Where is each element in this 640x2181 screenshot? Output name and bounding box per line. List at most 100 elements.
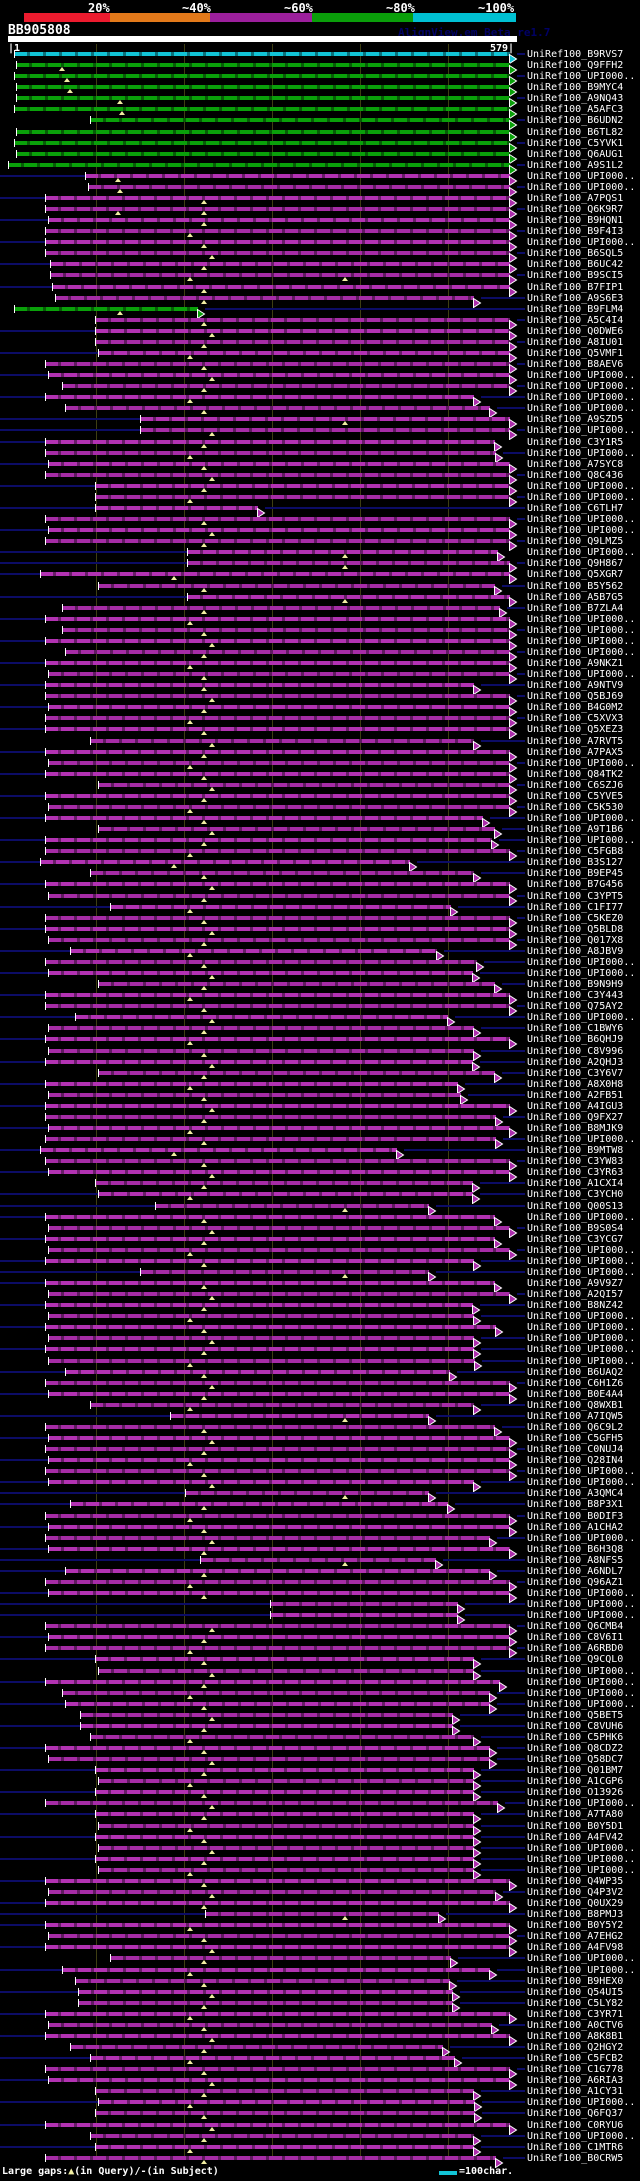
hit-label[interactable]: UniRef100_UPI000..: [527, 480, 636, 492]
alignment-bar[interactable]: [90, 1402, 474, 1407]
alignment-bar[interactable]: [140, 417, 510, 422]
alignment-bar[interactable]: [45, 959, 477, 964]
hit-label[interactable]: UniRef100_B8AEV6: [527, 359, 624, 370]
hit-label[interactable]: UniRef100_UPI000..: [527, 1211, 636, 1223]
hit-label[interactable]: UniRef100_UPI000..: [527, 1610, 636, 1622]
hit-label[interactable]: UniRef100_UPI000..: [527, 1698, 636, 1710]
hit-label[interactable]: UniRef100_UPI000..: [527, 956, 636, 968]
hit-label[interactable]: UniRef100_Q01BM7: [527, 1765, 624, 1777]
alignment-bar[interactable]: [45, 395, 474, 400]
alignment-bar[interactable]: [95, 1181, 473, 1186]
hit-label[interactable]: UniRef100_A5AFC3: [527, 104, 624, 116]
alignment-bar[interactable]: [45, 1137, 496, 1142]
hit-label[interactable]: UniRef100_A7TA80: [527, 1809, 624, 1821]
hit-label[interactable]: UniRef100_B6UC42: [527, 259, 624, 271]
alignment-bar[interactable]: [45, 240, 510, 245]
alignment-bar[interactable]: [95, 1856, 474, 1861]
alignment-bar[interactable]: [45, 1081, 458, 1086]
alignment-bar[interactable]: [45, 638, 510, 643]
hit-label[interactable]: UniRef100_B9SCI5: [527, 270, 624, 282]
hit-label[interactable]: UniRef100_C3YR63: [527, 1167, 624, 1179]
hit-label[interactable]: UniRef100_Q5BLD8: [527, 923, 624, 935]
alignment-bar[interactable]: [48, 1314, 474, 1319]
alignment-bar[interactable]: [98, 583, 495, 588]
hit-label[interactable]: UniRef100_A9T1B6: [527, 824, 624, 835]
alignment-bar[interactable]: [45, 362, 510, 366]
alignment-bar[interactable]: [48, 1336, 474, 1341]
alignment-bar[interactable]: [45, 1624, 510, 1629]
hit-label[interactable]: UniRef100_C6SZJ6: [527, 779, 624, 791]
alignment-bar[interactable]: [48, 1546, 510, 1551]
hit-label[interactable]: UniRef100_C8V996: [527, 1045, 624, 1057]
alignment-bar[interactable]: [70, 1502, 448, 1507]
alignment-bar[interactable]: [45, 661, 510, 665]
hit-label[interactable]: UniRef100_UPI000..: [527, 181, 636, 193]
hit-label[interactable]: UniRef100_UPI000..: [527, 1244, 636, 1256]
hit-label[interactable]: UniRef100_B9MYC4: [527, 82, 624, 94]
alignment-bar[interactable]: [200, 1557, 436, 1562]
alignment-bar[interactable]: [45, 2033, 510, 2038]
hit-label[interactable]: UniRef100_A6NDL7: [527, 1565, 624, 1577]
hit-label[interactable]: UniRef100_UPI000..: [527, 1466, 636, 1478]
hit-label[interactable]: UniRef100_B6UDN2: [527, 115, 624, 127]
hit-label[interactable]: UniRef100_B6H3Q8: [527, 1543, 624, 1555]
hit-label[interactable]: UniRef100_A1CHA2: [527, 1521, 624, 1533]
hit-label[interactable]: UniRef100_A2FB51: [527, 1089, 624, 1101]
hit-label[interactable]: UniRef100_UPI000..: [527, 624, 636, 636]
alignment-bar[interactable]: [48, 2078, 510, 2083]
alignment-bar[interactable]: [45, 229, 510, 234]
alignment-bar[interactable]: [48, 1591, 510, 1595]
alignment-bar[interactable]: [98, 1845, 474, 1850]
hit-label[interactable]: UniRef100_Q75AY2: [527, 1001, 624, 1013]
alignment-bar[interactable]: [95, 1812, 474, 1817]
hit-label[interactable]: UniRef100_UPI000..: [527, 1588, 636, 1599]
alignment-bar[interactable]: [98, 1867, 474, 1872]
alignment-bar[interactable]: [40, 860, 410, 865]
hit-label[interactable]: UniRef100_A2QI57: [527, 1289, 624, 1301]
hit-label[interactable]: UniRef100_C3YCG7: [527, 1233, 624, 1245]
hit-label[interactable]: UniRef100_A7PQS1: [527, 192, 624, 204]
alignment-bar[interactable]: [45, 993, 510, 998]
hit-label[interactable]: UniRef100_UPI000..: [527, 370, 636, 382]
alignment-bar[interactable]: [95, 2089, 474, 2094]
alignment-bar[interactable]: [98, 982, 495, 986]
alignment-bar[interactable]: [48, 1026, 474, 1031]
alignment-bar[interactable]: [95, 1790, 474, 1795]
alignment-bar[interactable]: [48, 760, 510, 765]
alignment-bar[interactable]: [48, 461, 510, 466]
hit-label[interactable]: UniRef100_Q5BJ69: [527, 691, 624, 703]
hit-label[interactable]: UniRef100_Q6FQ37: [527, 2108, 624, 2120]
alignment-bar[interactable]: [48, 1934, 510, 1939]
hit-label[interactable]: UniRef100_C3Y1R5: [527, 436, 624, 448]
hit-label[interactable]: UniRef100_C6H1Z6: [527, 1377, 624, 1389]
alignment-bar[interactable]: [48, 1225, 510, 1230]
hit-label[interactable]: UniRef100_UPI000..: [527, 1012, 636, 1024]
alignment-bar[interactable]: [90, 2056, 455, 2060]
alignment-bar[interactable]: [75, 1015, 448, 1020]
hit-label[interactable]: UniRef100_B9N9H9: [527, 979, 624, 990]
alignment-bar[interactable]: [45, 1945, 510, 1950]
alignment-bar[interactable]: [45, 1646, 510, 1651]
alignment-bar[interactable]: [45, 1114, 496, 1119]
hit-label[interactable]: UniRef100_Q9LMZ5: [527, 536, 624, 548]
alignment-bar[interactable]: [45, 439, 495, 444]
alignment-bar[interactable]: [45, 2011, 510, 2016]
alignment-bar[interactable]: [8, 162, 510, 167]
alignment-bar[interactable]: [16, 129, 510, 134]
alignment-bar[interactable]: [45, 1679, 500, 1684]
alignment-bar[interactable]: [45, 1103, 510, 1108]
hit-label[interactable]: UniRef100_C5FGB8: [527, 846, 624, 858]
hit-label[interactable]: UniRef100_UPI000..: [527, 1687, 636, 1699]
alignment-bar[interactable]: [48, 1358, 475, 1363]
alignment-bar[interactable]: [40, 1148, 397, 1153]
hit-label[interactable]: UniRef100_C5GFH5: [527, 1433, 624, 1444]
hit-label[interactable]: UniRef100_UPI000..: [527, 403, 636, 415]
hit-label[interactable]: UniRef100_UPI000..: [527, 1599, 636, 1611]
hit-label[interactable]: UniRef100_A9NTV9: [527, 680, 624, 692]
hit-label[interactable]: UniRef100_A7RVT5: [527, 735, 624, 747]
hit-label[interactable]: UniRef100_UPI000..: [527, 1798, 636, 1810]
alignment-bar[interactable]: [78, 2000, 453, 2005]
hit-label[interactable]: UniRef100_UPI000..: [527, 1134, 636, 1146]
hit-label[interactable]: UniRef100_UPI000..: [527, 613, 636, 625]
hit-label[interactable]: UniRef100_Q9FFH2: [527, 60, 624, 72]
